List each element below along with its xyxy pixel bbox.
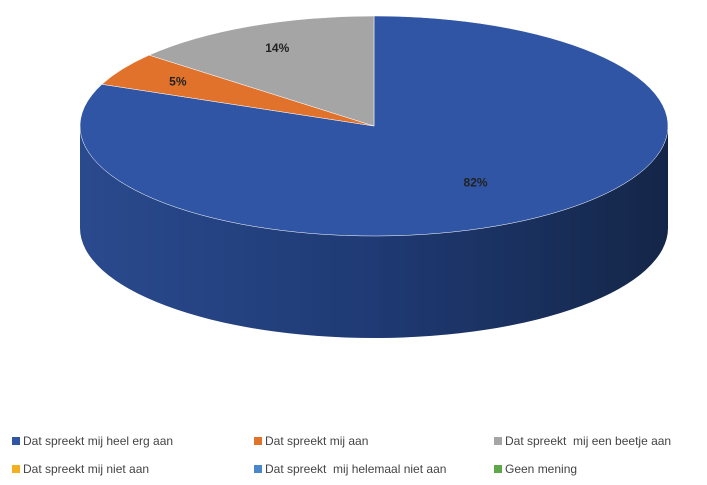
legend-label: Dat spreekt mij heel erg aan bbox=[23, 434, 174, 448]
legend-item-dat-spreekt-mij-aan: Dat spreekt mij aan bbox=[254, 434, 368, 448]
legend-swatch bbox=[254, 437, 262, 445]
legend-swatch bbox=[12, 465, 20, 473]
legend-label: Geen mening bbox=[505, 462, 578, 476]
legend-item-dat-spreekt-mij-helemaal-niet-aan: Dat spreekt mij helemaal niet aan bbox=[254, 462, 446, 476]
data-label-dat-spreekt-mij-een-beetje-aan: 14% bbox=[265, 41, 289, 55]
pie-slice-dat-spreekt-mij-heel-erg-aan bbox=[79, 15, 669, 237]
pie-slice-dat-spreekt-mij-een-beetje-aan bbox=[148, 15, 375, 127]
legend-item-dat-spreekt-mij-heel-erg-aan: Dat spreekt mij heel erg aan bbox=[12, 434, 173, 448]
legend-label: Dat spreekt mij helemaal niet aan bbox=[265, 462, 447, 476]
pie-chart-plot: 82% 5% 14% bbox=[79, 15, 669, 338]
legend-item-dat-spreekt-mij-niet-aan: Dat spreekt mij niet aan bbox=[12, 462, 149, 476]
legend-swatch bbox=[494, 437, 502, 445]
legend-label: Dat spreekt mij aan bbox=[265, 434, 369, 448]
data-label-dat-spreekt-mij-aan: 5% bbox=[169, 75, 187, 89]
legend-item-geen-mening: Geen mening bbox=[494, 462, 577, 476]
legend-swatch bbox=[12, 437, 20, 445]
legend-swatch bbox=[494, 465, 502, 473]
legend-label: Dat spreekt mij niet aan bbox=[23, 462, 150, 476]
legend-swatch bbox=[254, 465, 262, 473]
pie-slice-side-dat-spreekt-mij-heel-erg-aan bbox=[80, 126, 668, 338]
legend-label: Dat spreekt mij een beetje aan bbox=[505, 434, 672, 448]
data-label-dat-spreekt-mij-heel-erg-aan: 82% bbox=[464, 176, 488, 190]
legend-item-dat-spreekt-mij-een-beetje-aan: Dat spreekt mij een beetje aan bbox=[494, 434, 671, 448]
